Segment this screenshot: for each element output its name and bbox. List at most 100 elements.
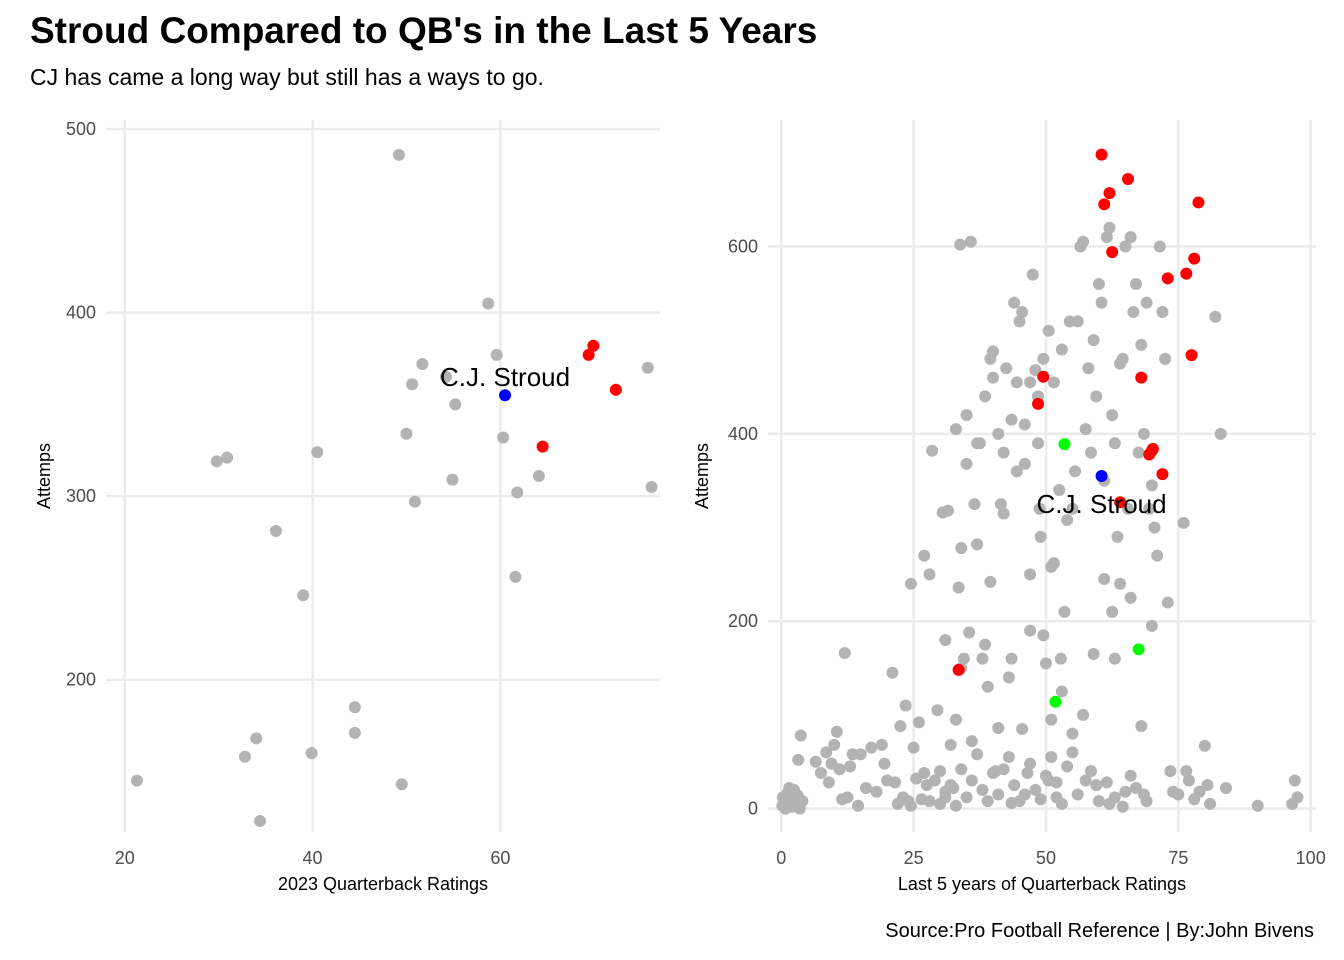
data-point-grey <box>1045 751 1058 764</box>
data-point-grey <box>960 791 973 804</box>
data-point-grey <box>976 652 989 665</box>
data-point-grey <box>944 779 957 792</box>
x-axis-label: 2023 Quarterback Ratings <box>278 874 488 894</box>
data-point-grey <box>833 763 846 776</box>
data-point-grey <box>1042 324 1055 337</box>
x-tick-label: 100 <box>1296 848 1326 868</box>
data-point-red <box>1180 267 1193 280</box>
y-tick-label: 500 <box>66 119 96 139</box>
data-point-grey <box>949 713 962 726</box>
data-point-grey <box>1005 796 1018 809</box>
data-point-grey <box>923 795 936 808</box>
y-tick-label: 200 <box>728 611 758 631</box>
data-point-grey <box>942 504 955 517</box>
data-point-grey <box>1129 277 1142 290</box>
data-point-grey <box>446 473 459 486</box>
x-tick-label: 20 <box>115 848 135 868</box>
data-point-grey <box>238 750 251 763</box>
data-point-grey <box>1108 652 1121 665</box>
data-point-grey <box>1021 766 1034 779</box>
data-point-grey <box>1161 596 1174 609</box>
data-point-grey <box>416 358 429 371</box>
data-point-red <box>1161 272 1174 285</box>
data-point-grey <box>1002 751 1015 764</box>
data-point-grey <box>511 486 524 499</box>
data-point-grey <box>976 783 989 796</box>
data-point-grey <box>894 720 907 733</box>
data-point-grey <box>297 589 310 602</box>
data-point-grey <box>1119 785 1132 798</box>
data-point-grey <box>889 776 902 789</box>
data-point-grey <box>918 549 931 562</box>
data-point-grey <box>1124 769 1137 782</box>
x-axis-label: Last 5 years of Quarterback Ratings <box>898 874 1186 894</box>
data-point-grey <box>1077 708 1090 721</box>
data-point-grey <box>963 626 976 639</box>
data-point-grey <box>1054 652 1067 665</box>
data-point-grey <box>1119 240 1132 253</box>
data-point-grey <box>1039 769 1052 782</box>
data-point-grey <box>968 498 981 511</box>
chart-subtitle: CJ has came a long way but still has a w… <box>30 64 544 90</box>
data-point-grey <box>1219 781 1232 794</box>
data-point-grey <box>392 148 405 161</box>
data-point-grey <box>1008 296 1021 309</box>
data-point-grey <box>984 575 997 588</box>
data-point-grey <box>1098 573 1111 586</box>
data-point-grey <box>645 481 658 494</box>
data-point-grey <box>923 568 936 581</box>
data-point-grey <box>852 799 865 812</box>
data-point-grey <box>1071 315 1084 328</box>
data-point-grey <box>1288 774 1301 787</box>
data-point-grey <box>1251 799 1264 812</box>
x-tick-label: 50 <box>1036 848 1056 868</box>
data-point-grey <box>931 704 944 717</box>
data-point-grey <box>1156 306 1169 319</box>
data-point-grey <box>1016 722 1029 735</box>
data-point-grey <box>992 722 1005 735</box>
data-point-blue <box>1095 470 1108 482</box>
data-point-grey <box>844 760 857 773</box>
data-point-grey <box>1193 785 1206 798</box>
data-point-grey <box>838 647 851 660</box>
y-axis-label: Attemps <box>692 443 712 509</box>
data-point-grey <box>1209 310 1222 323</box>
data-point-grey <box>971 538 984 551</box>
data-point-grey <box>955 542 968 555</box>
data-point-grey <box>979 390 992 403</box>
data-point-grey <box>1050 776 1063 789</box>
data-point-grey <box>1010 465 1023 478</box>
data-point-grey <box>1084 446 1097 459</box>
data-point-grey <box>960 409 973 422</box>
data-point-grey <box>1116 352 1129 365</box>
data-point-grey <box>1047 376 1060 389</box>
data-point-grey <box>997 446 1010 459</box>
data-point-grey <box>1092 277 1105 290</box>
data-point-grey <box>1145 479 1158 492</box>
data-point-grey <box>949 799 962 812</box>
data-point-grey <box>1140 795 1153 808</box>
data-point-grey <box>1291 791 1304 804</box>
data-point-grey <box>979 638 992 651</box>
data-point-grey <box>1164 765 1177 778</box>
data-point-grey <box>1153 240 1166 253</box>
data-point-grey <box>1079 774 1092 787</box>
data-point-grey <box>1005 413 1018 426</box>
data-point-grey <box>997 507 1010 520</box>
data-point-grey <box>944 738 957 751</box>
data-point-grey <box>886 666 899 679</box>
data-point-grey <box>1148 521 1161 534</box>
data-point-grey <box>994 498 1007 511</box>
data-point-grey <box>1082 362 1095 375</box>
data-point-green <box>1058 438 1071 451</box>
data-point-grey <box>1029 364 1042 377</box>
data-point-green <box>1049 695 1062 708</box>
data-point-grey <box>1053 484 1066 497</box>
data-point-grey <box>1024 624 1037 637</box>
data-point-grey <box>1018 457 1031 470</box>
data-point-grey <box>1124 591 1137 604</box>
data-point-red <box>1032 397 1045 410</box>
x-tick-label: 0 <box>776 848 786 868</box>
data-point-red <box>1188 252 1201 265</box>
data-point-blue <box>499 389 512 402</box>
